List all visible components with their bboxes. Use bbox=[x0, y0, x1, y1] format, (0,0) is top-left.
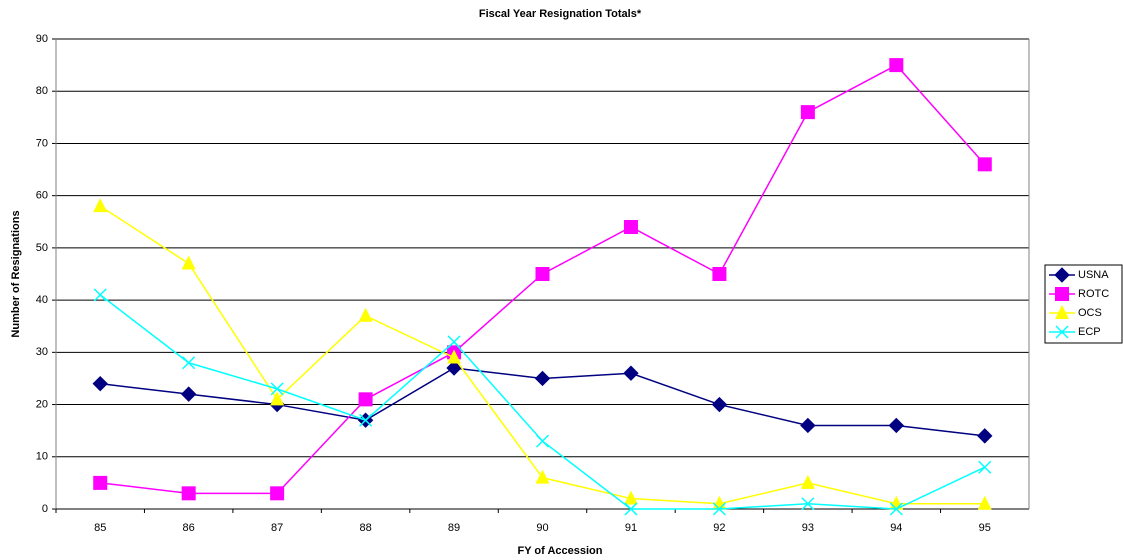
point-marker bbox=[977, 495, 992, 510]
point-marker bbox=[535, 434, 550, 448]
y-tick-label: 50 bbox=[36, 242, 48, 254]
x-tick-label: 91 bbox=[625, 522, 637, 534]
series-line bbox=[99, 205, 985, 505]
point-marker bbox=[712, 267, 727, 281]
point-marker bbox=[446, 360, 462, 376]
x-tick-label: 85 bbox=[94, 522, 106, 534]
point-marker bbox=[889, 502, 903, 516]
x-tick-label: 93 bbox=[802, 522, 814, 534]
y-tick-label: 0 bbox=[42, 503, 48, 515]
legend-marker bbox=[1055, 287, 1069, 301]
point-marker bbox=[800, 417, 816, 434]
point-marker bbox=[181, 486, 196, 501]
point-marker bbox=[270, 382, 284, 396]
point-marker bbox=[182, 356, 196, 370]
point-marker bbox=[447, 335, 461, 349]
x-tick-label: 86 bbox=[183, 522, 195, 534]
point-marker bbox=[712, 502, 726, 516]
legend-label: USNA bbox=[1078, 269, 1109, 281]
point-marker bbox=[623, 490, 638, 505]
y-tick-label: 70 bbox=[36, 137, 48, 149]
chart-title: Fiscal Year Resignation Totals* bbox=[479, 8, 642, 20]
point-marker bbox=[447, 349, 462, 364]
x-tick-label: 94 bbox=[890, 522, 902, 534]
point-marker bbox=[977, 157, 992, 172]
point-marker bbox=[270, 486, 285, 501]
point-marker bbox=[93, 288, 107, 302]
point-marker bbox=[800, 474, 815, 489]
y-tick-label: 30 bbox=[36, 346, 48, 358]
x-tick-label: 87 bbox=[271, 522, 283, 534]
point-marker bbox=[623, 365, 639, 381]
y-tick-label: 80 bbox=[36, 85, 48, 97]
point-marker bbox=[624, 502, 638, 516]
x-axis-label: FY of Accession bbox=[518, 545, 603, 557]
x-tick-label: 95 bbox=[979, 522, 991, 534]
point-marker bbox=[535, 267, 550, 281]
point-marker bbox=[180, 386, 197, 402]
x-tick-label: 89 bbox=[448, 522, 460, 534]
y-tick-label: 20 bbox=[36, 398, 48, 410]
point-marker bbox=[535, 469, 550, 484]
y-tick-label: 40 bbox=[36, 294, 48, 306]
point-marker bbox=[978, 460, 992, 474]
legend-label: OCS bbox=[1078, 307, 1102, 319]
y-tick-label: 10 bbox=[36, 451, 48, 463]
point-marker bbox=[888, 417, 905, 434]
point-marker bbox=[181, 255, 196, 270]
x-tick-label: 88 bbox=[359, 522, 371, 534]
point-marker bbox=[889, 58, 904, 73]
point-marker bbox=[92, 375, 108, 392]
y-tick-label: 90 bbox=[36, 33, 48, 45]
legend-label: ECP bbox=[1078, 326, 1101, 338]
legend-label: ROTC bbox=[1078, 288, 1109, 300]
legend-marker bbox=[1054, 267, 1070, 283]
point-marker bbox=[93, 198, 108, 213]
point-marker bbox=[358, 392, 373, 407]
point-marker bbox=[534, 370, 551, 387]
legend-marker bbox=[1055, 305, 1069, 319]
point-marker bbox=[358, 307, 373, 322]
point-marker bbox=[711, 396, 728, 413]
legend-marker bbox=[1055, 325, 1069, 339]
y-axis-label: Number of Resignations bbox=[10, 210, 22, 337]
x-tick-label: 90 bbox=[536, 522, 548, 534]
point-marker bbox=[93, 475, 108, 490]
point-marker bbox=[800, 105, 815, 120]
point-marker bbox=[801, 497, 815, 511]
point-marker bbox=[977, 428, 993, 444]
point-marker bbox=[623, 220, 638, 234]
y-tick-label: 60 bbox=[36, 190, 48, 202]
point-marker bbox=[359, 413, 373, 427]
point-marker bbox=[270, 391, 285, 406]
x-tick-label: 92 bbox=[713, 522, 725, 534]
